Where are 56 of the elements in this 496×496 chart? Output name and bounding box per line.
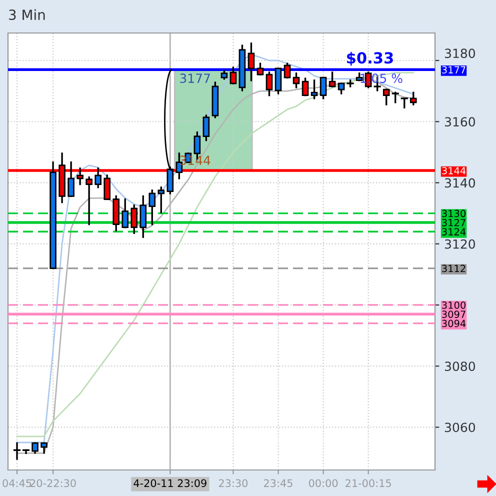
candlestick: [284, 62, 291, 78]
ref-line-label: 3177: [442, 66, 466, 74]
x-tick-label: 04:45: [2, 479, 32, 488]
candlestick: [400, 98, 408, 108]
candlestick: [410, 92, 417, 106]
candlestick: [338, 82, 345, 94]
annotation: 3177: [180, 74, 210, 84]
candlestick: [328, 72, 336, 88]
annotation: $0.33: [347, 52, 393, 66]
ref-line-label: 3094: [442, 320, 466, 328]
y-tick-label: 3120: [444, 239, 476, 249]
candlestick: [202, 114, 210, 142]
y-tick-label: 3160: [444, 117, 476, 127]
ref-line-label: 3124: [442, 228, 466, 236]
candlestick: [130, 204, 138, 234]
candlestick: [302, 78, 309, 96]
x-tick-label: 00:00: [308, 479, 338, 488]
candlestick: [310, 80, 318, 100]
y-tick-label: 3180: [444, 48, 476, 58]
ref-line-label: 3100: [442, 301, 466, 309]
ref-line-label: 3112: [442, 264, 466, 272]
candlestick: [292, 72, 300, 88]
candlestick: [122, 198, 129, 228]
candlestick: [382, 88, 390, 106]
candlestick: [13, 442, 21, 460]
ref-line-label: 3144: [442, 166, 466, 174]
ref-line-label: 3097: [442, 310, 466, 318]
y-tick-label: 3140: [444, 178, 476, 188]
candlestick: [22, 449, 30, 454]
x-tick-label: 20-22:30: [30, 479, 76, 488]
x-tick-label: 23:45: [264, 479, 292, 488]
candlestick: [104, 174, 110, 200]
candlestick: [68, 161, 74, 198]
x-tick-label: 4-20-11 23:09: [134, 479, 206, 488]
ref-line-label: 3130: [442, 210, 466, 218]
x-tick-label: 23:30: [218, 479, 248, 488]
candlestick: [86, 176, 92, 226]
y-tick-label: 3080: [444, 362, 476, 372]
candlestick: [266, 72, 273, 96]
x-tick-label: 21-00:15: [346, 479, 391, 488]
candlestick: [256, 62, 264, 76]
candlestick: [230, 66, 237, 84]
candlestick: [140, 195, 147, 238]
candlestick: [392, 92, 399, 104]
candlestick: [76, 168, 84, 186]
candlestick: [274, 68, 282, 94]
ref-line-label: 3127: [442, 218, 466, 226]
candlestick: [148, 190, 156, 226]
candlestick: [320, 76, 327, 100]
candlestick: [40, 442, 48, 454]
y-tick-label: 3060: [444, 422, 476, 432]
candlestick: [158, 186, 165, 214]
chart-title: 3 Min: [9, 9, 45, 20]
candlestick: [94, 168, 102, 188]
candlestick: [248, 42, 255, 82]
candlestick: [32, 442, 38, 454]
